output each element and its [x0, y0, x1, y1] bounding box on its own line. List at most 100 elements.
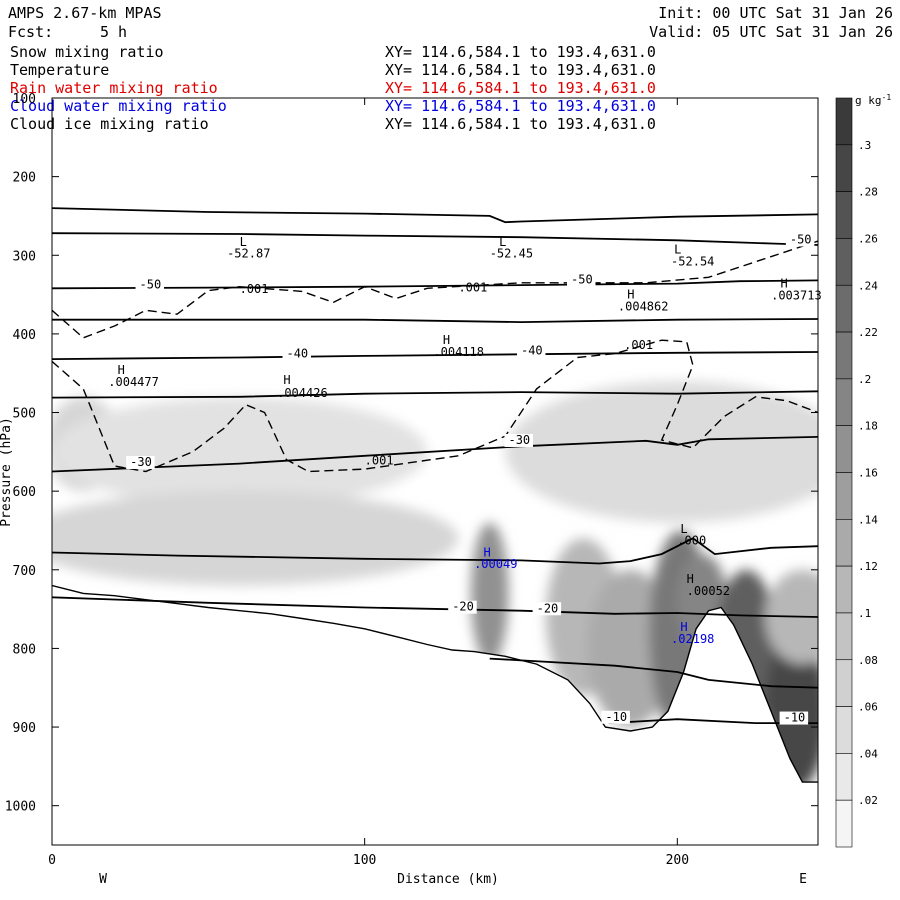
- plot-frame: [51, 97, 819, 846]
- colorbar-cell: [835, 144, 853, 192]
- legend-xy: XY= 114.6,584.1 to 193.4,631.0: [385, 79, 656, 97]
- legend-xy: XY= 114.6,584.1 to 193.4,631.0: [385, 43, 656, 61]
- legend-name: Cloud water mixing ratio: [10, 97, 227, 115]
- contour-label: -10: [605, 710, 627, 724]
- contour-label-bg: [785, 233, 815, 247]
- contour-label-bg: [448, 600, 477, 614]
- y-tick-label: 500: [13, 407, 36, 422]
- init-time: Init: 00 UTC Sat 31 Jan 26: [658, 4, 893, 22]
- extremum-label: .001: [624, 338, 653, 352]
- x-tick-label: 0: [48, 853, 56, 868]
- temperature-contours: [52, 207, 818, 845]
- y-axis-label: Pressure (hPa): [0, 417, 14, 527]
- extremum-label: .02198: [671, 632, 714, 646]
- y-tick-label: 300: [13, 249, 36, 264]
- temperature-contour: [52, 207, 818, 224]
- colorbar-label: .08: [858, 654, 878, 667]
- contour-label: -50: [140, 277, 162, 291]
- colorbar-label: .12: [858, 560, 878, 573]
- y-tick-label: 700: [13, 564, 36, 579]
- colorbar-label: .1: [858, 607, 871, 620]
- colorbar-label: .02: [858, 794, 878, 807]
- x-axis: 0 100 200: [48, 98, 689, 868]
- extremum-label: H: [443, 333, 450, 347]
- fcst-value: 5 h: [100, 23, 127, 41]
- extremum-label: L: [680, 522, 687, 536]
- contour-label: -40: [286, 346, 308, 360]
- fcst-label: Fcst:: [8, 23, 53, 41]
- east-label: E: [799, 872, 807, 887]
- temperature-contour: [52, 596, 818, 618]
- contour-label: -30: [130, 455, 152, 469]
- extremum-label: .004426: [277, 386, 328, 400]
- extrema-annotations: L-52.87L-52.45 L-52.54.001.001.001.001H.0…: [108, 235, 821, 646]
- colorbar-label: .06: [858, 701, 878, 714]
- extremum-label: H: [680, 620, 687, 634]
- temperature-contour: [52, 351, 818, 360]
- extremum-label: -52.45: [490, 247, 533, 261]
- y-tick-label: 800: [13, 642, 36, 657]
- contour-label-bg: [516, 344, 546, 358]
- colorbar-cell: [835, 799, 853, 848]
- extremum-label: .00052: [687, 584, 730, 598]
- x-tick-label: 100: [353, 853, 376, 868]
- y-tick-label: 900: [13, 721, 36, 736]
- model-title: AMPS 2.67-km MPAS: [8, 4, 162, 22]
- extremum-label: L: [499, 235, 506, 249]
- mixing-ratio-shading: [52, 381, 818, 790]
- colorbar-cell: [835, 706, 853, 754]
- colorbar-label: .14: [858, 513, 878, 526]
- extremum-label: .003713: [771, 288, 822, 302]
- temperature-contour: [52, 537, 818, 565]
- contour-label: -30: [508, 433, 530, 447]
- colorbar-label: .04: [858, 747, 878, 760]
- colorbar: .02 .04 .06 .08 .1 .12 .14 .16 .18 .2 .22 .24 .26 .28…: [835, 97, 878, 848]
- colorbar-cell: [835, 425, 853, 473]
- extremum-label: H: [118, 363, 125, 377]
- colorbar-cell: [835, 753, 853, 801]
- extremum-label: .001: [458, 280, 487, 294]
- extremum-label: .004118: [433, 345, 484, 359]
- y-tick-label: 600: [13, 485, 36, 500]
- west-label: W: [99, 872, 107, 887]
- legend-name: Snow mixing ratio: [10, 43, 164, 61]
- cloud-ice-contours: [52, 240, 818, 473]
- y-tick-label: 400: [13, 328, 36, 343]
- y-tick-label: 1000: [5, 800, 36, 815]
- y-axis: 100 200 300 400 500 600 700 800 900 1000: [5, 92, 818, 815]
- extremum-label: .001: [240, 282, 269, 296]
- extremum-label: .004862: [618, 299, 669, 313]
- contour-label-bg: [779, 711, 809, 725]
- colorbar-cell: [835, 191, 853, 239]
- colorbar-cell: [835, 378, 853, 426]
- cloud-ice-contour: [52, 339, 818, 473]
- colorbar-label: .3: [858, 139, 871, 152]
- extremum-label: H: [283, 373, 290, 387]
- contour-label-bg: [126, 455, 155, 469]
- colorbar-cell: [835, 565, 853, 614]
- extremum-label: .000: [677, 534, 706, 548]
- colorbar-label: .2: [858, 373, 871, 386]
- colorbar-label: .28: [858, 186, 878, 199]
- contour-label-bg: [135, 278, 165, 292]
- temperature-contour: [52, 279, 818, 290]
- extremum-label: -52.87: [227, 247, 270, 261]
- colorbar-cell: [835, 238, 853, 286]
- colorbar-cell: [835, 284, 853, 333]
- contour-label-bg: [567, 273, 596, 287]
- cloud-ice-contour: [52, 240, 818, 339]
- below-ground-mask: [52, 585, 818, 845]
- legend-name: Rain water mixing ratio: [10, 79, 218, 97]
- field-legend: Snow mixing ratio XY= 114.6,584.1 to 193.…: [10, 43, 656, 133]
- shade-cell: [505, 381, 818, 523]
- temperature-contour: [52, 318, 818, 324]
- colorbar-label: .22: [858, 326, 878, 339]
- temperature-contour: [489, 657, 818, 689]
- extremum-label: .001: [365, 453, 394, 467]
- contour-label-bg: [601, 710, 630, 724]
- x-tick-label: 200: [666, 853, 689, 868]
- colorbar-label: .16: [858, 467, 878, 480]
- extremum-label: H: [627, 288, 634, 302]
- colorbar-label: .24: [858, 279, 878, 292]
